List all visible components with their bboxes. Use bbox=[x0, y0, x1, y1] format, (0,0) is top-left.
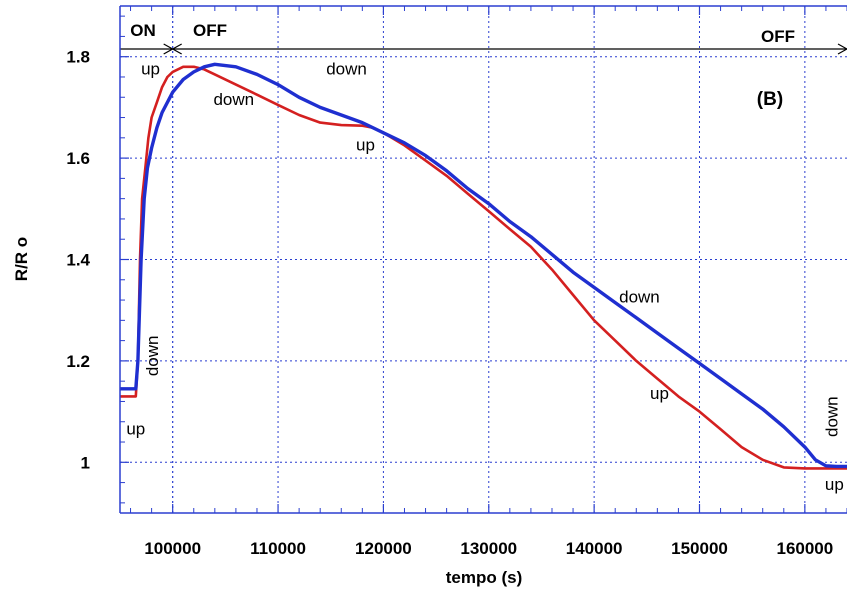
series-lines bbox=[120, 62, 847, 470]
curve-annotation: up bbox=[650, 384, 669, 403]
y-tick-label: 1.4 bbox=[66, 251, 90, 270]
phase-markers: ON OFF OFF bbox=[120, 6, 847, 513]
off-arrow-head-left bbox=[171, 43, 182, 55]
x-tick-label: 130000 bbox=[460, 539, 517, 558]
annotations: up down down up down up down up down up bbox=[126, 59, 843, 494]
curve-annotation: up bbox=[356, 135, 375, 154]
x-tick-label: 110000 bbox=[250, 539, 306, 558]
y-axis-title: R/R o bbox=[12, 237, 31, 281]
x-tick-label: 120000 bbox=[355, 539, 412, 558]
phase-label-off: OFF bbox=[761, 27, 795, 46]
series-line-1 bbox=[120, 65, 847, 470]
grid bbox=[120, 6, 847, 513]
y-tick-label: 1 bbox=[81, 453, 90, 472]
curve-annotation: down bbox=[619, 288, 660, 307]
tick-labels: 100000 110000 120000 130000 140000 150000 1600… bbox=[66, 48, 833, 558]
y-tick-label: 1.8 bbox=[66, 48, 90, 67]
curve-annotation: up bbox=[126, 419, 145, 438]
curve-annotation: down bbox=[326, 59, 367, 78]
tick-marks bbox=[120, 6, 847, 513]
phase-label-off: OFF bbox=[193, 21, 227, 40]
curve-annotation: down bbox=[143, 336, 162, 377]
x-tick-label: 100000 bbox=[144, 539, 201, 558]
series-line-2 bbox=[120, 62, 847, 469]
y-tick-label: 1.2 bbox=[66, 352, 90, 371]
phase-label-on: ON bbox=[130, 21, 156, 40]
panel-label: (B) bbox=[757, 89, 783, 110]
curve-annotation: up bbox=[825, 475, 844, 494]
x-tick-label: 150000 bbox=[671, 539, 728, 558]
curve-annotation: down bbox=[823, 396, 842, 437]
x-axis-title: tempo (s) bbox=[446, 568, 523, 587]
x-tick-label: 160000 bbox=[776, 539, 833, 558]
curve-annotation: down bbox=[213, 90, 254, 109]
y-tick-label: 1.6 bbox=[66, 149, 90, 168]
curve-annotation: up bbox=[141, 59, 160, 78]
off-arrow-head-right bbox=[837, 43, 847, 55]
x-tick-label: 140000 bbox=[566, 539, 623, 558]
